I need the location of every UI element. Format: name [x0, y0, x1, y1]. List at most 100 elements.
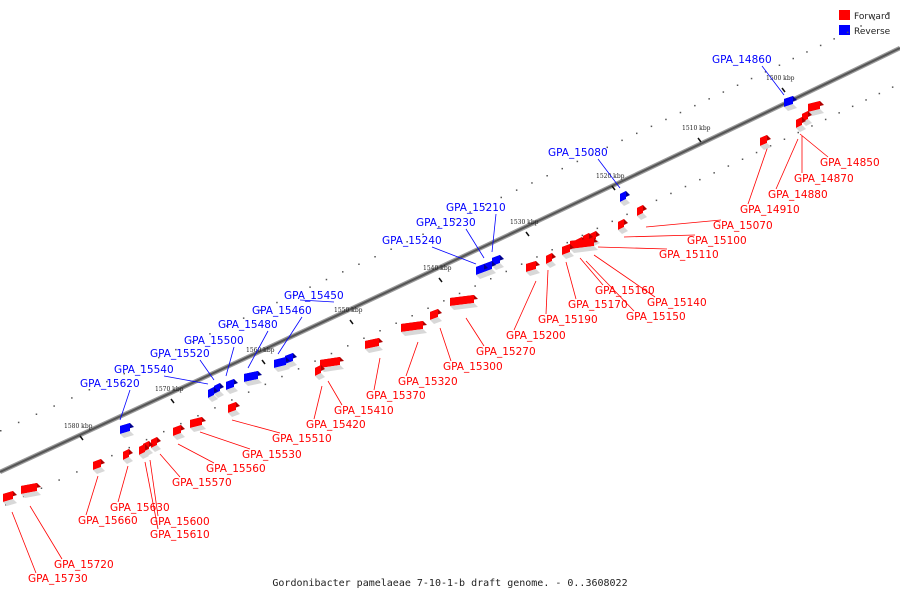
gene-feature[interactable]: GPA_15160 [570, 238, 655, 297]
gene-connector [117, 465, 129, 503]
gene-glyph-shadow [21, 491, 41, 498]
gene-label: GPA_15200 [506, 330, 566, 342]
gene-glyph-shadow [214, 391, 224, 398]
gene-glyph-shadow [476, 272, 488, 279]
scale-dot [505, 270, 507, 273]
gene-connector [439, 327, 452, 362]
gene-label: GPA_15170 [568, 299, 628, 311]
scale-dot [71, 397, 73, 399]
gene-feature[interactable]: GPA_15720 [21, 483, 114, 571]
scale-dot [778, 64, 781, 66]
gene-feature[interactable]: GPA_15210 [446, 202, 506, 270]
gene-feature[interactable]: GPA_15300 [430, 309, 503, 373]
scale-dot [806, 51, 808, 53]
gene-glyph [784, 96, 793, 107]
gene-feature[interactable]: GPA_15450 [284, 290, 344, 368]
gene-label: GPA_15520 [150, 348, 210, 360]
gene-connector [645, 219, 722, 228]
gene-feature[interactable]: GPA_15420 [306, 365, 366, 431]
scale-dot [264, 383, 267, 386]
gene-feature[interactable]: GPA_14880 [768, 117, 828, 201]
gene-feature[interactable]: GPA_15070 [637, 205, 773, 232]
gene-feature[interactable]: GPA_15520 [150, 348, 224, 398]
scale-dot [596, 227, 599, 230]
gene-feature[interactable]: GPA_15510 [228, 402, 332, 445]
gene-features: GPA_14850 GPA_14860 GPA_14870 GPA_14880 GPA_… [3, 54, 880, 585]
gene-glyph-shadow [120, 431, 134, 438]
gene-glyph [620, 191, 626, 202]
gene-feature[interactable]: GPA_15540 [114, 364, 218, 402]
gene-feature[interactable]: GPA_15630 [110, 449, 170, 514]
gene-feature[interactable]: GPA_15480 [218, 319, 278, 386]
gene-feature[interactable]: GPA_15460 [252, 305, 312, 372]
scale-tick [349, 319, 354, 325]
gene-connector [277, 316, 303, 355]
scale-dot [665, 118, 667, 121]
gene-connector [761, 65, 785, 96]
gene-feature[interactable]: GPA_15100 [618, 219, 747, 247]
gene-feature[interactable]: GPA_15410 [320, 357, 394, 417]
gene-connector [149, 459, 159, 517]
scale-tick [170, 398, 175, 404]
scale-dot [750, 77, 753, 80]
gene-label: GPA_15510 [272, 433, 332, 445]
gene-label: GPA_15110 [659, 249, 719, 261]
gene-glyph [228, 402, 236, 413]
gene-label: GPA_15660 [78, 515, 138, 527]
gene-glyph-shadow [401, 329, 427, 336]
gene-label: GPA_15100 [687, 235, 747, 247]
gene-feature[interactable]: GPA_15620 [80, 378, 140, 438]
tick-label: 1570 kbp [155, 386, 184, 393]
gene-connector [623, 234, 696, 238]
backbone-shadow [0, 45, 900, 475]
gene-feature[interactable]: GPA_15370 [365, 338, 426, 402]
gene-label: GPA_14910 [740, 204, 800, 216]
scale-dot [325, 278, 328, 281]
gene-feature[interactable]: GPA_15730 [3, 491, 88, 585]
gene-glyph [244, 371, 258, 382]
scale-dot [281, 375, 283, 378]
gene-feature[interactable]: GPA_14860 [712, 54, 797, 111]
scale-dot [650, 125, 653, 128]
gene-glyph [450, 295, 474, 306]
gene-feature[interactable]: GPA_15500 [184, 335, 244, 394]
gene-feature[interactable]: GPA_15560 [173, 425, 266, 475]
gene-label: GPA_15610 [150, 529, 210, 541]
gene-feature[interactable]: GPA_15190 [538, 253, 598, 326]
scale-dot [811, 125, 813, 127]
gene-connector [29, 505, 63, 560]
gene-glyph-shadow [365, 346, 383, 353]
gene-feature[interactable]: GPA_15200 [506, 261, 566, 342]
gene-glyph [320, 357, 340, 368]
gene-feature[interactable]: GPA_15320 [398, 321, 458, 388]
gene-feature[interactable]: GPA_15270 [450, 295, 536, 358]
gene-feature[interactable]: GPA_14850 [799, 101, 880, 169]
scale-dot [500, 196, 502, 199]
gene-feature[interactable]: GPA_15170 [562, 244, 628, 311]
gene-glyph [173, 425, 181, 436]
gene-feature[interactable]: GPA_15660 [78, 459, 138, 527]
gene-feature[interactable]: GPA_15530 [190, 417, 302, 461]
gene-glyph [365, 338, 379, 349]
gene-feature[interactable]: GPA_15240 [382, 235, 488, 279]
gene-connector [11, 511, 37, 574]
gene-connector [545, 269, 549, 315]
gene-feature[interactable]: GPA_15080 [548, 147, 630, 206]
gene-feature[interactable]: GPA_14910 [740, 135, 800, 216]
scale-dot [581, 234, 584, 237]
gene-glyph [526, 261, 536, 272]
scale-dot [727, 165, 730, 167]
gene-feature[interactable]: GPA_14870 [794, 111, 854, 185]
gene-label: GPA_15630 [110, 502, 170, 514]
gene-connector [579, 257, 604, 286]
gene-feature[interactable]: GPA_15230 [416, 217, 496, 276]
scale-dot [679, 111, 682, 114]
tick-label: 1580 kbp [64, 423, 93, 430]
gene-glyph-shadow [244, 379, 262, 386]
gene-glyph [637, 205, 643, 216]
scale-dot [231, 399, 233, 401]
genome-caption: Gordonibacter pamelaeae 7-10-1-b draft g… [272, 578, 628, 589]
gene-feature[interactable]: GPA_15570 [151, 437, 232, 489]
gene-feature[interactable]: GPA_15610 [139, 444, 210, 541]
gene-glyph [123, 449, 129, 460]
